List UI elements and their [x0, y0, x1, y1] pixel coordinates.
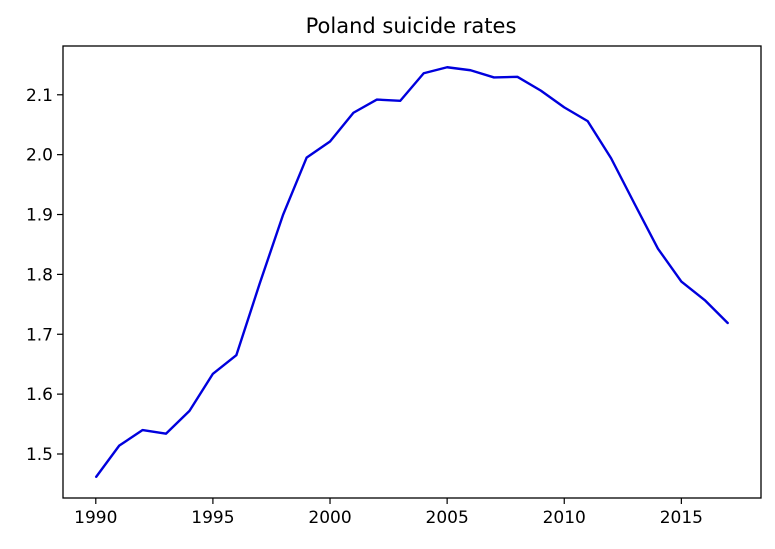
y-tick-label: 1.9 [26, 206, 53, 226]
data-point [282, 213, 284, 216]
data-point [352, 112, 355, 114]
y-tick-label: 1.8 [26, 265, 53, 285]
y-tick-label: 1.7 [26, 325, 53, 345]
plot-area: 1990 1995 2000 2005 2010 2015 1.5 1.6 1.7 1.8 1.9 2… [26, 66, 730, 528]
data-point [329, 140, 331, 143]
data-point [563, 106, 565, 108]
y-tick-label: 1.5 [26, 445, 53, 465]
plot-frame [62, 45, 762, 499]
data-point [95, 476, 97, 478]
x-tick-label: 2010 [543, 508, 586, 528]
data-point [516, 76, 519, 78]
data-point [399, 100, 401, 102]
series-line [94, 66, 730, 479]
chart-title: Poland suicide rates [306, 14, 517, 38]
data-point [446, 66, 448, 68]
x-tick-label: 2005 [426, 508, 469, 528]
data-point [423, 72, 425, 74]
data-point [680, 280, 682, 283]
data-point [469, 69, 472, 71]
data-point [259, 282, 261, 284]
data-point [188, 410, 191, 412]
data-point [235, 354, 237, 356]
data-point [142, 429, 144, 431]
y-tick-label: 1.6 [26, 385, 53, 405]
y-tick-label: 2.1 [26, 86, 53, 106]
data-point [212, 373, 214, 375]
data-point [165, 433, 167, 435]
data-point [376, 98, 378, 101]
data-point [540, 90, 542, 92]
x-tick-label: 1995 [191, 508, 234, 528]
y-tick-label: 2.0 [26, 146, 53, 166]
data-point [493, 76, 495, 79]
data-point [610, 157, 612, 159]
data-point [587, 120, 589, 122]
data-point [727, 322, 729, 325]
x-tick-label: 1990 [74, 508, 117, 528]
data-point [704, 299, 706, 301]
data-point [633, 203, 636, 205]
x-tick-label: 2015 [660, 508, 703, 528]
data-point [118, 445, 120, 447]
x-tick-label: 2000 [308, 508, 351, 528]
data-point [306, 157, 308, 159]
data-point [657, 248, 659, 250]
